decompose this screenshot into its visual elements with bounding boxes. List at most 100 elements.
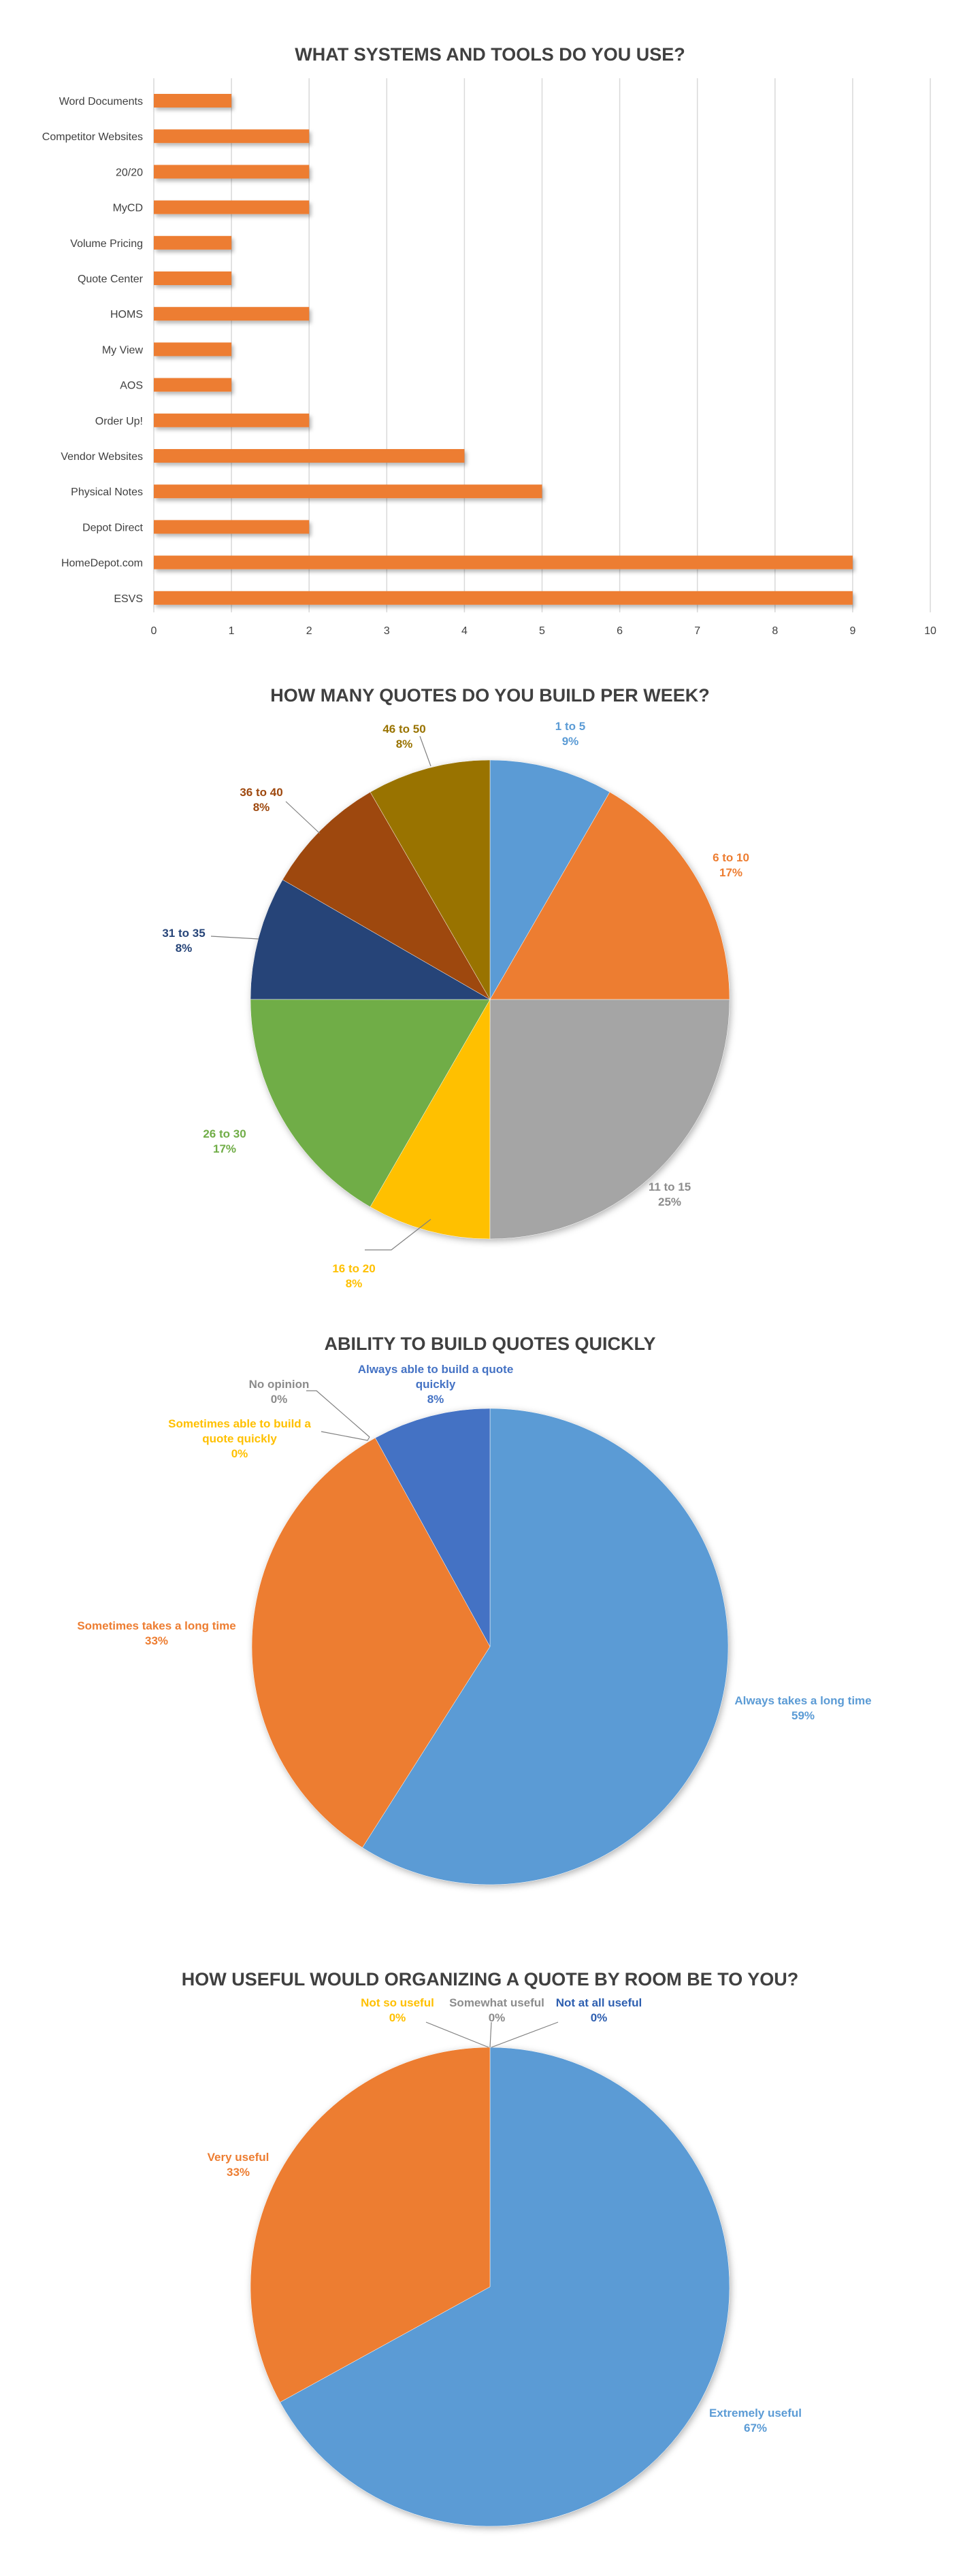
category-label: Order Up! xyxy=(95,416,143,427)
slice-name-label: quote quickly xyxy=(202,1432,277,1445)
slice-name-label: 26 to 30 xyxy=(203,1127,246,1140)
category-label: HomeDepot.com xyxy=(61,558,143,569)
slice-name-label: 6 to 10 xyxy=(713,851,749,864)
leader-line-not-so-useful xyxy=(425,2021,489,2048)
bar-mycd xyxy=(154,200,310,214)
slice-name-label: 16 to 20 xyxy=(332,1262,375,1275)
slice-name-label: 36 to 40 xyxy=(240,786,282,799)
slice-1-to-5 xyxy=(489,759,610,1000)
slice-name-label: No opinion xyxy=(249,1378,310,1391)
ability-quotes-chart: ABILITY TO BUILD QUOTES QUICKLY Always t… xyxy=(0,1320,980,1946)
organize-room-pie-svg: HOW USEFUL WOULD ORGANIZING A QUOTE BY R… xyxy=(182,1969,802,2527)
slice-percent-label: 0% xyxy=(389,2011,406,2024)
leader-line-no-opinion xyxy=(306,1390,370,1438)
slice-percent-label: 33% xyxy=(227,2166,250,2179)
systems-tools-bar-svg: WHAT SYSTEMS AND TOOLS DO YOU USE? Word … xyxy=(42,44,936,637)
bar-homedepot-com xyxy=(154,555,853,569)
slice-percent-label: 9% xyxy=(562,735,579,748)
slice-sometimes-takes-a-long-time xyxy=(251,1437,491,1848)
quotes-per-week-chart: HOW MANY QUOTES DO YOU BUILD PER WEEK? 1… xyxy=(0,667,980,1320)
slice-percent-label: 8% xyxy=(396,738,413,750)
category-label: Competitor Websites xyxy=(42,131,143,143)
slice-percent-label: 8% xyxy=(176,942,193,955)
bar-vendor-websites xyxy=(154,449,465,463)
ability-quotes-slices xyxy=(251,1408,729,1885)
systems-tools-title: WHAT SYSTEMS AND TOOLS DO YOU USE? xyxy=(295,44,685,65)
slice-name-label: Always takes a long time xyxy=(734,1694,871,1707)
leader-line-16-to-20 xyxy=(365,1219,431,1251)
category-label: Physical Notes xyxy=(71,486,143,498)
slice-11-to-15 xyxy=(489,999,730,1240)
x-tick-label: 3 xyxy=(384,625,390,637)
x-tick-label: 9 xyxy=(849,625,855,637)
slice-percent-label: 0% xyxy=(231,1447,248,1460)
systems-tools-bars xyxy=(154,94,853,605)
slice-name-label: Extremely useful xyxy=(709,2407,802,2420)
leader-line-36-to-40 xyxy=(285,801,321,834)
ability-quotes-title: ABILITY TO BUILD QUOTES QUICKLY xyxy=(324,1334,655,1354)
quotes-per-week-pie-svg: HOW MANY QUOTES DO YOU BUILD PER WEEK? 1… xyxy=(162,685,749,1290)
systems-tools-category-labels: Word Documents Competitor Websites 20/20 My… xyxy=(42,96,144,605)
category-label: 20/20 xyxy=(116,167,143,178)
slice-6-to-10 xyxy=(489,791,730,1000)
slice-name-label: Somewhat useful xyxy=(449,1996,544,2009)
slice-name-label: Not so useful xyxy=(361,1996,434,2009)
slice-name-label: 46 to 50 xyxy=(382,723,425,736)
slice-percent-label: 59% xyxy=(791,1709,815,1722)
x-tick-label: 1 xyxy=(229,625,235,637)
bar-word-documents xyxy=(154,94,232,108)
slice-percent-label: 8% xyxy=(427,1393,444,1406)
bar-physical-notes xyxy=(154,484,542,499)
slice-percent-label: 0% xyxy=(271,1393,288,1406)
slice-16-to-20 xyxy=(370,999,491,1240)
slice-percent-label: 25% xyxy=(658,1195,681,1208)
category-label: AOS xyxy=(120,380,143,392)
slice-36-to-40 xyxy=(282,791,491,1000)
slice-name-label: Sometimes able to build a xyxy=(168,1417,311,1430)
slice-percent-label: 17% xyxy=(213,1142,236,1155)
organize-room-title: HOW USEFUL WOULD ORGANIZING A QUOTE BY R… xyxy=(182,1969,799,1989)
category-label: HOMS xyxy=(110,309,143,320)
quotes-per-week-slices xyxy=(250,759,730,1240)
slice-always-takes-a-long-time xyxy=(362,1408,729,1885)
slice-name-label: Not at all useful xyxy=(556,1996,642,2009)
leader-line-sometimes-able-to-build-a-quote-quickly xyxy=(321,1431,370,1441)
slice-31-to-35 xyxy=(250,879,491,1000)
x-tick-label: 7 xyxy=(694,625,700,637)
systems-tools-chart: WHAT SYSTEMS AND TOOLS DO YOU USE? Word … xyxy=(0,0,980,667)
slice-name-label: Sometimes takes a long time xyxy=(77,1619,235,1632)
category-label: Volume Pricing xyxy=(70,238,143,250)
x-tick-label: 8 xyxy=(772,625,778,637)
x-tick-label: 6 xyxy=(617,625,623,637)
bar-volume-pricing xyxy=(154,235,232,250)
leader-line-31-to-35 xyxy=(210,936,259,940)
slice-percent-label: 8% xyxy=(346,1277,363,1290)
bar-my-view xyxy=(154,342,232,357)
bar-quote-center xyxy=(154,271,232,285)
organize-room-labels: Extremely useful 67% Very useful 33% Not so … xyxy=(208,1996,802,2434)
slice-46-to-50 xyxy=(370,759,491,1000)
bar-depot-direct xyxy=(154,520,310,534)
leader-line-not-at-all-useful xyxy=(491,2021,559,2048)
x-tick-label: 5 xyxy=(539,625,545,637)
category-label: ESVS xyxy=(114,593,143,605)
slice-name-label: 31 to 35 xyxy=(162,927,205,940)
slice-percent-label: 0% xyxy=(591,2011,608,2024)
category-label: Word Documents xyxy=(59,96,143,108)
slice-name-label: 11 to 15 xyxy=(649,1180,691,1193)
ability-quotes-labels: Always takes a long time 59% Sometimes tak… xyxy=(77,1363,871,1722)
slice-percent-label: 0% xyxy=(489,2011,506,2024)
slice-percent-label: 8% xyxy=(253,801,270,814)
slice-name-label: 1 to 5 xyxy=(555,720,585,733)
slice-name-label: Always able to build a quote xyxy=(358,1363,514,1376)
bar-20-20 xyxy=(154,165,310,179)
category-label: Vendor Websites xyxy=(61,451,143,463)
ability-quotes-pie-svg: ABILITY TO BUILD QUOTES QUICKLY Always t… xyxy=(77,1334,872,1885)
bar-competitor-websites xyxy=(154,129,310,144)
bar-homs xyxy=(154,307,310,321)
x-tick-label: 10 xyxy=(924,625,936,637)
slice-name-label: Very useful xyxy=(208,2151,270,2164)
organize-room-chart: HOW USEFUL WOULD ORGANIZING A QUOTE BY R… xyxy=(0,1946,980,2576)
slice-very-useful xyxy=(250,2047,491,2402)
slice-always-able-to-build-a-quote-quickly xyxy=(375,1408,491,1647)
